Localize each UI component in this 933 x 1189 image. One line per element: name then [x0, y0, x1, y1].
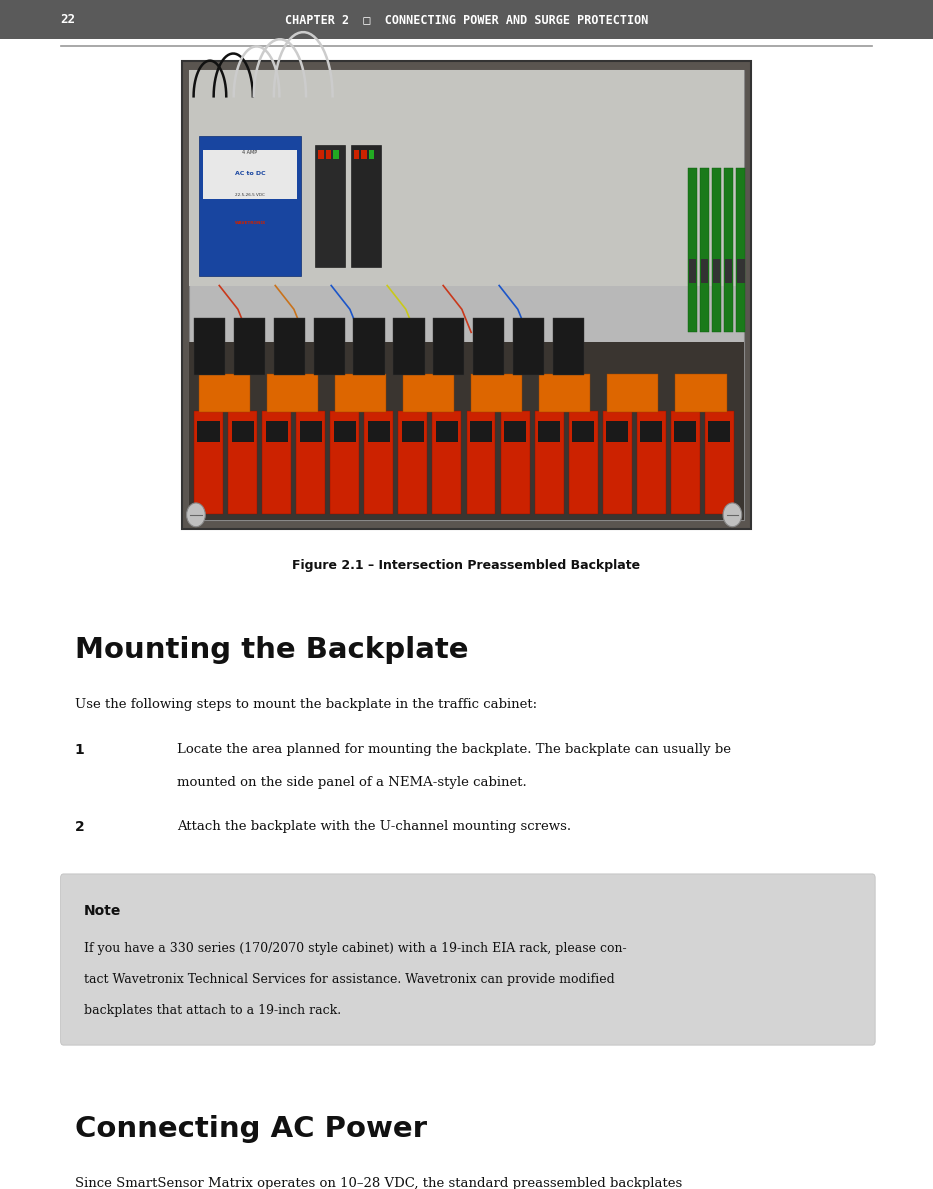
Bar	[199, 375, 250, 411]
Text: 1: 1	[75, 743, 84, 757]
Bar	[675, 375, 727, 411]
Bar	[466, 410, 495, 514]
FancyBboxPatch shape	[61, 874, 875, 1045]
Bar	[700, 169, 709, 333]
Bar	[333, 150, 339, 159]
Text: 4 AMP: 4 AMP	[243, 150, 258, 155]
Bar	[538, 421, 560, 441]
Bar	[713, 258, 720, 283]
Bar	[725, 258, 732, 283]
Bar	[436, 421, 458, 441]
Bar	[433, 319, 465, 375]
Bar	[229, 410, 258, 514]
Text: Figure 2.1 – Intersection Preassembled Backplate: Figure 2.1 – Intersection Preassembled B…	[292, 559, 641, 572]
Bar	[334, 421, 355, 441]
Bar	[640, 421, 662, 441]
Bar	[354, 150, 359, 159]
Bar	[705, 410, 734, 514]
Bar	[330, 410, 359, 514]
Text: tact Wavetronix Technical Services for assistance. Wavetronix can provide modifi: tact Wavetronix Technical Services for a…	[84, 973, 615, 986]
Bar	[189, 70, 744, 285]
Bar	[354, 319, 384, 375]
Bar	[535, 410, 564, 514]
Bar	[0, 0, 933, 39]
Bar	[671, 410, 700, 514]
Text: Mounting the Backplate: Mounting the Backplate	[75, 636, 468, 665]
Text: CHAPTER 2  □  CONNECTING POWER AND SURGE PROTECTION: CHAPTER 2 □ CONNECTING POWER AND SURGE P…	[285, 13, 648, 26]
Bar	[572, 421, 594, 441]
Circle shape	[187, 503, 205, 527]
Bar	[299, 421, 322, 441]
Bar	[273, 319, 305, 375]
Bar	[539, 375, 591, 411]
Bar	[724, 169, 733, 333]
Bar	[708, 421, 731, 441]
Text: Locate the area planned for mounting the backplate. The backplate can usually be: Locate the area planned for mounting the…	[177, 743, 731, 756]
Text: Connecting AC Power: Connecting AC Power	[75, 1115, 426, 1144]
Bar	[315, 145, 345, 266]
Bar	[504, 421, 526, 441]
Bar	[266, 421, 287, 441]
Bar	[189, 341, 744, 520]
Bar	[267, 375, 318, 411]
Bar	[199, 136, 301, 276]
Text: Since SmartSensor Matrix operates on 10–28 VDC, the standard preassembled backpl: Since SmartSensor Matrix operates on 10–…	[75, 1177, 682, 1189]
Bar	[369, 150, 374, 159]
Bar	[262, 410, 291, 514]
Bar	[194, 319, 226, 375]
Bar	[675, 421, 696, 441]
Bar	[637, 410, 666, 514]
Bar	[433, 410, 462, 514]
Bar	[335, 375, 386, 411]
Bar	[552, 319, 584, 375]
Text: Note: Note	[84, 904, 121, 918]
Bar	[231, 421, 254, 441]
Bar	[198, 421, 219, 441]
Bar	[203, 150, 297, 199]
Text: mounted on the side panel of a NEMA-style cabinet.: mounted on the side panel of a NEMA-styl…	[177, 776, 527, 789]
Bar	[402, 421, 424, 441]
Text: backplates that attach to a 19-inch rack.: backplates that attach to a 19-inch rack…	[84, 1004, 341, 1017]
Bar	[500, 410, 530, 514]
Text: Click! 204: Click! 204	[237, 237, 263, 243]
Bar	[351, 145, 381, 266]
Bar	[712, 169, 721, 333]
Text: Attach the backplate with the U-channel mounting screws.: Attach the backplate with the U-channel …	[177, 820, 571, 833]
Bar	[603, 410, 632, 514]
Text: 2: 2	[75, 820, 84, 835]
Bar	[313, 319, 345, 375]
Bar	[471, 375, 522, 411]
Bar	[403, 375, 454, 411]
Bar	[398, 410, 427, 514]
Bar	[189, 70, 744, 520]
Bar	[394, 319, 425, 375]
Bar	[326, 150, 331, 159]
Bar	[689, 258, 696, 283]
Bar	[234, 319, 265, 375]
Text: If you have a 330 series (170/2070 style cabinet) with a 19-inch EIA rack, pleas: If you have a 330 series (170/2070 style…	[84, 942, 627, 955]
Bar	[473, 319, 504, 375]
Bar	[736, 169, 745, 333]
Bar	[607, 375, 659, 411]
Bar	[737, 258, 745, 283]
Text: Use the following steps to mount the backplate in the traffic cabinet:: Use the following steps to mount the bac…	[75, 698, 536, 711]
Bar	[297, 410, 326, 514]
Bar	[182, 61, 751, 529]
Text: 22: 22	[61, 13, 76, 26]
Bar	[688, 169, 697, 333]
Bar	[569, 410, 598, 514]
Bar	[318, 150, 324, 159]
Bar	[361, 150, 367, 159]
Bar	[368, 421, 390, 441]
Bar	[606, 421, 628, 441]
Bar	[365, 410, 394, 514]
Bar	[194, 410, 223, 514]
Bar	[470, 421, 492, 441]
Text: WAVETRONIX: WAVETRONIX	[234, 221, 266, 225]
Circle shape	[723, 503, 742, 527]
Bar	[513, 319, 544, 375]
Text: AC to DC: AC to DC	[235, 171, 265, 176]
Text: 22.5-26.5 VDC: 22.5-26.5 VDC	[235, 193, 265, 196]
Bar	[701, 258, 708, 283]
